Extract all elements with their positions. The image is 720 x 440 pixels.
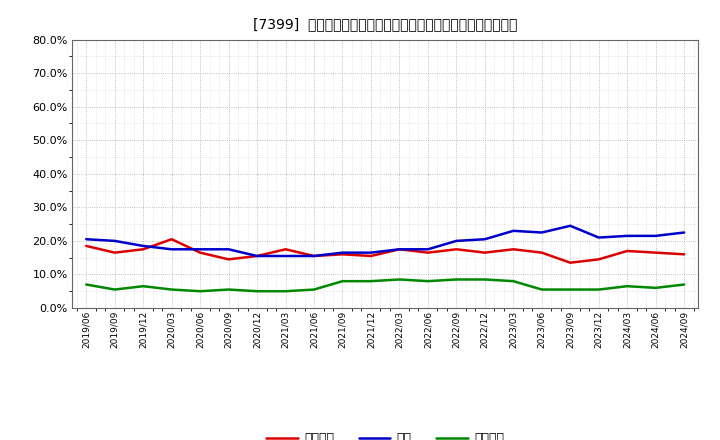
在庫 (595, 235, 603, 240)
在庫 (680, 230, 688, 235)
在庫 (423, 247, 432, 252)
在庫 (395, 247, 404, 252)
Line: 買入債務: 買入債務 (86, 279, 684, 291)
売上債権 (566, 260, 575, 265)
買入債務 (680, 282, 688, 287)
在庫 (110, 238, 119, 244)
在庫 (196, 247, 204, 252)
在庫 (282, 253, 290, 259)
売上債権 (680, 252, 688, 257)
買入債務 (310, 287, 318, 292)
Legend: 売上債権, 在庫, 買入債務: 売上債権, 在庫, 買入債務 (261, 427, 509, 440)
在庫 (253, 253, 261, 259)
在庫 (82, 237, 91, 242)
在庫 (452, 238, 461, 244)
在庫 (366, 250, 375, 255)
買入債務 (395, 277, 404, 282)
売上債権 (282, 247, 290, 252)
売上債権 (82, 243, 91, 249)
売上債権 (423, 250, 432, 255)
売上債権 (167, 237, 176, 242)
買入債務 (139, 283, 148, 289)
在庫 (310, 253, 318, 259)
買入債務 (82, 282, 91, 287)
在庫 (167, 247, 176, 252)
Line: 売上債権: 売上債権 (86, 239, 684, 263)
買入債務 (167, 287, 176, 292)
在庫 (480, 237, 489, 242)
買入債務 (225, 287, 233, 292)
売上債権 (395, 247, 404, 252)
売上債権 (366, 253, 375, 259)
買入債務 (566, 287, 575, 292)
買入債務 (480, 277, 489, 282)
売上債権 (480, 250, 489, 255)
売上債権 (225, 257, 233, 262)
売上債権 (652, 250, 660, 255)
買入債務 (110, 287, 119, 292)
買入債務 (537, 287, 546, 292)
買入債務 (652, 285, 660, 290)
売上債権 (196, 250, 204, 255)
在庫 (652, 233, 660, 238)
在庫 (509, 228, 518, 234)
買入債務 (452, 277, 461, 282)
Title: [7399]  売上債権、在庫、買入債務の総資産に対する比率の推移: [7399] 売上債権、在庫、買入債務の総資産に対する比率の推移 (253, 18, 518, 32)
在庫 (139, 243, 148, 249)
買入債務 (338, 279, 347, 284)
買入債務 (509, 279, 518, 284)
買入債務 (623, 283, 631, 289)
売上債権 (253, 253, 261, 259)
在庫 (225, 247, 233, 252)
売上債権 (623, 248, 631, 253)
買入債務 (196, 289, 204, 294)
在庫 (338, 250, 347, 255)
買入債務 (595, 287, 603, 292)
売上債権 (595, 257, 603, 262)
売上債権 (110, 250, 119, 255)
Line: 在庫: 在庫 (86, 226, 684, 256)
買入債務 (423, 279, 432, 284)
売上債権 (509, 247, 518, 252)
売上債権 (537, 250, 546, 255)
買入債務 (366, 279, 375, 284)
売上債権 (139, 247, 148, 252)
在庫 (566, 223, 575, 228)
在庫 (537, 230, 546, 235)
在庫 (623, 233, 631, 238)
買入債務 (253, 289, 261, 294)
売上債権 (310, 253, 318, 259)
売上債権 (338, 252, 347, 257)
買入債務 (282, 289, 290, 294)
売上債権 (452, 247, 461, 252)
